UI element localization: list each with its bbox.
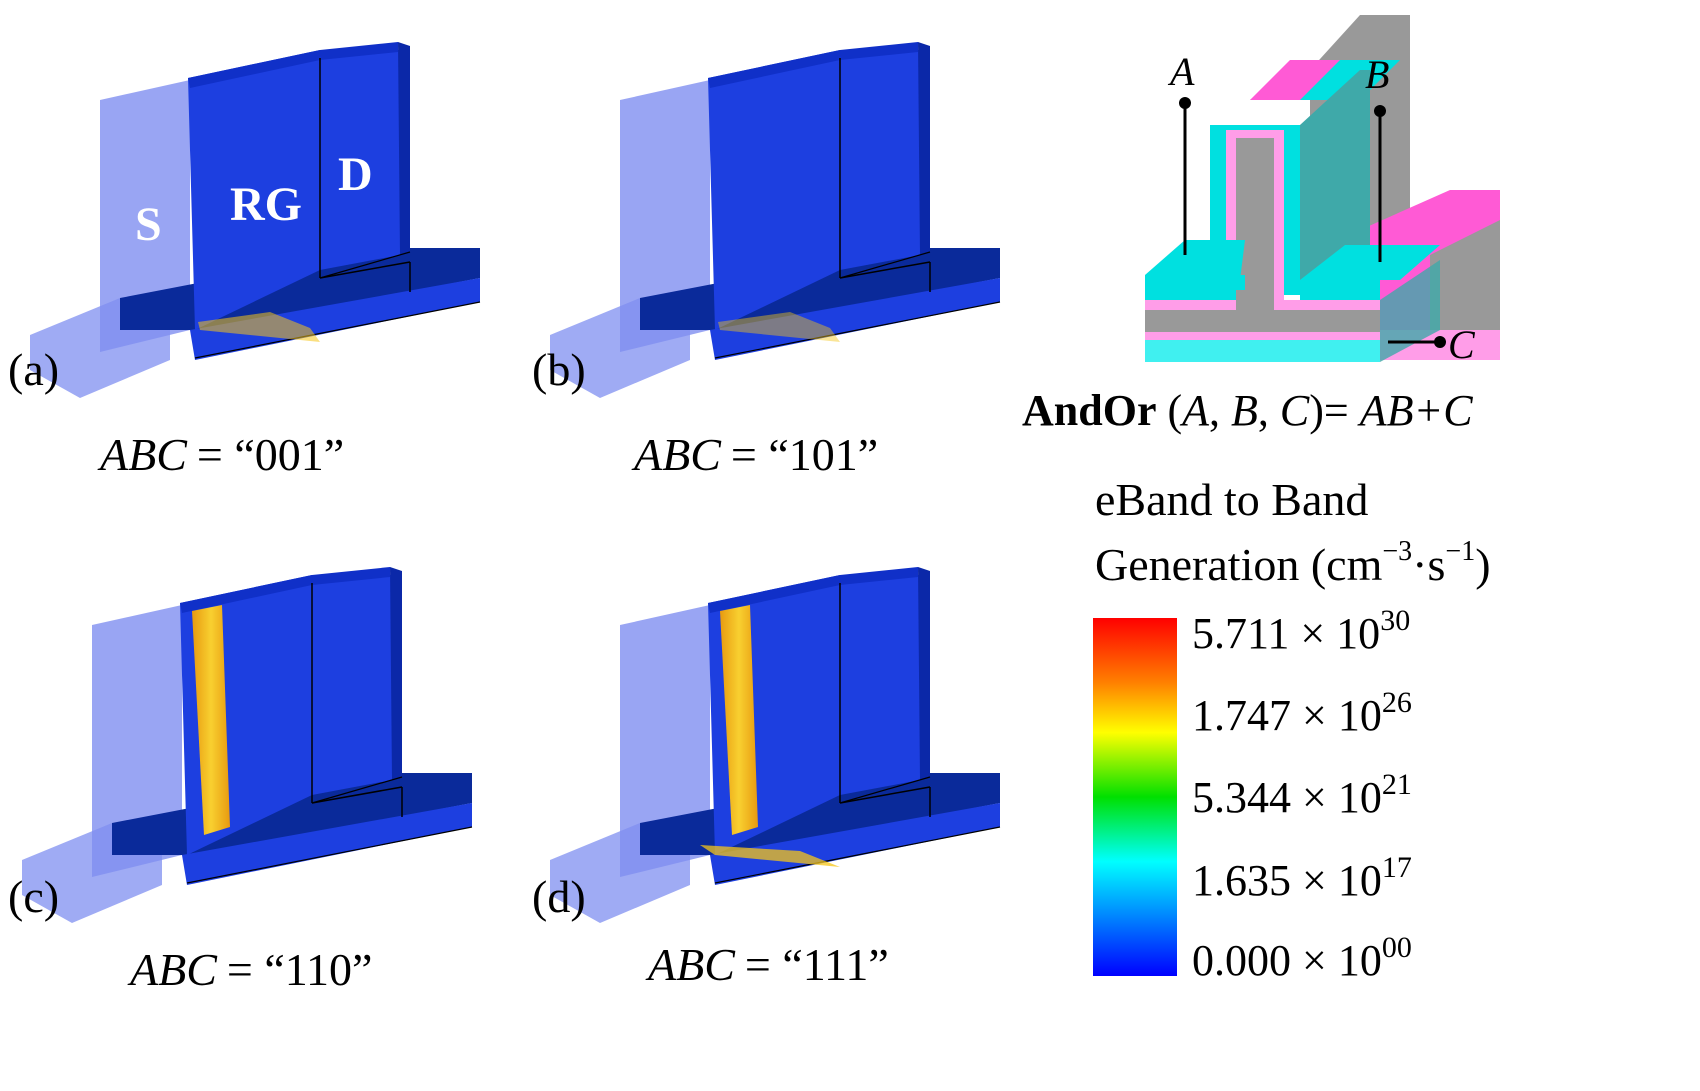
drain-label: D	[338, 148, 373, 201]
panel-a: S RG D	[29, 41, 481, 399]
device-schematic: A B C	[1145, 15, 1500, 367]
tick-label-1: 1.747 × 1026	[1192, 686, 1412, 740]
panel-b	[549, 41, 1001, 399]
hot-channel-d	[720, 605, 758, 835]
abc-label-d: ABC = “111”	[645, 939, 889, 990]
panel-label-a: (a)	[8, 344, 59, 395]
legend-title-line1: eBand to Band	[1095, 474, 1368, 525]
colorbar	[1093, 618, 1177, 976]
colorbar-ticks: 5.711 × 1030 1.747 × 1026 5.344 × 1021 1…	[1192, 604, 1412, 985]
panel-label-b: (b)	[532, 344, 586, 395]
panel-c	[21, 566, 473, 924]
panel-label-d: (d)	[532, 871, 586, 922]
tick-label-3: 1.635 × 1017	[1192, 851, 1412, 905]
hot-bottom-d	[700, 845, 840, 867]
tick-label-2: 5.344 × 1021	[1192, 768, 1412, 822]
abc-label-c: ABC = “110”	[127, 944, 372, 995]
source-label: S	[135, 198, 162, 251]
terminal-b-label: B	[1365, 52, 1389, 97]
abc-label-a: ABC = “001”	[97, 429, 344, 480]
hot-channel-c	[192, 605, 230, 835]
abc-label-b: ABC = “101”	[631, 429, 878, 480]
rg-label: RG	[230, 178, 302, 231]
hot-bottom-b	[718, 312, 840, 342]
tick-label-4: 0.000 × 1000	[1192, 931, 1412, 985]
terminal-a-label: A	[1167, 49, 1195, 94]
hot-bottom-a	[198, 312, 320, 342]
legend-title-line2: Generation (cm−3·s−1)	[1095, 536, 1491, 590]
terminal-c-label: C	[1448, 322, 1476, 367]
tick-label-0: 5.711 × 1030	[1192, 604, 1410, 658]
logic-function: AndOr (A, B, C)= AB+C	[1022, 386, 1473, 435]
panel-label-c: (c)	[8, 871, 59, 922]
panel-d	[549, 566, 1001, 924]
